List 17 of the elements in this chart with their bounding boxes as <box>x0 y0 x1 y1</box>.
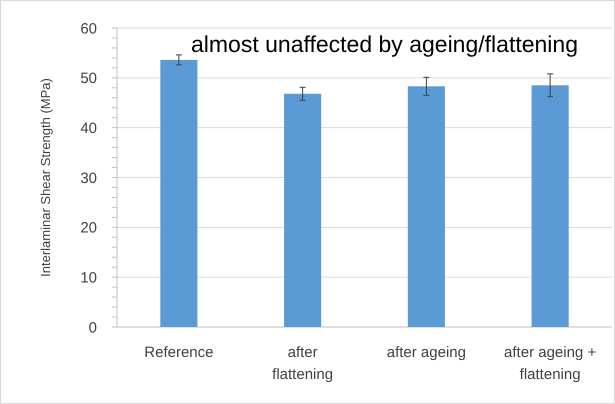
bar <box>532 85 569 327</box>
annotation: almost unaffected by ageing/flattening <box>190 31 578 57</box>
x-tick-label: Reference <box>144 344 214 361</box>
y-tick-label: 0 <box>88 319 97 336</box>
bar <box>408 86 445 327</box>
y-tick-label: 30 <box>80 170 97 187</box>
y-tick-label: 40 <box>80 120 97 137</box>
x-tick-label: after flattening <box>272 344 334 383</box>
x-tick-label: after ageing <box>386 344 466 361</box>
bar <box>284 94 322 327</box>
y-tick-label: 50 <box>80 70 97 88</box>
y-tick-label: 20 <box>80 220 97 237</box>
y-tick-label: 60 <box>80 20 97 38</box>
bar <box>160 60 198 327</box>
x-tick-label: after ageing + flattening <box>504 344 596 383</box>
y-axis-title: Interlaminar Shear Strength (MPa) <box>38 78 53 277</box>
y-tick-label: 10 <box>80 269 97 286</box>
